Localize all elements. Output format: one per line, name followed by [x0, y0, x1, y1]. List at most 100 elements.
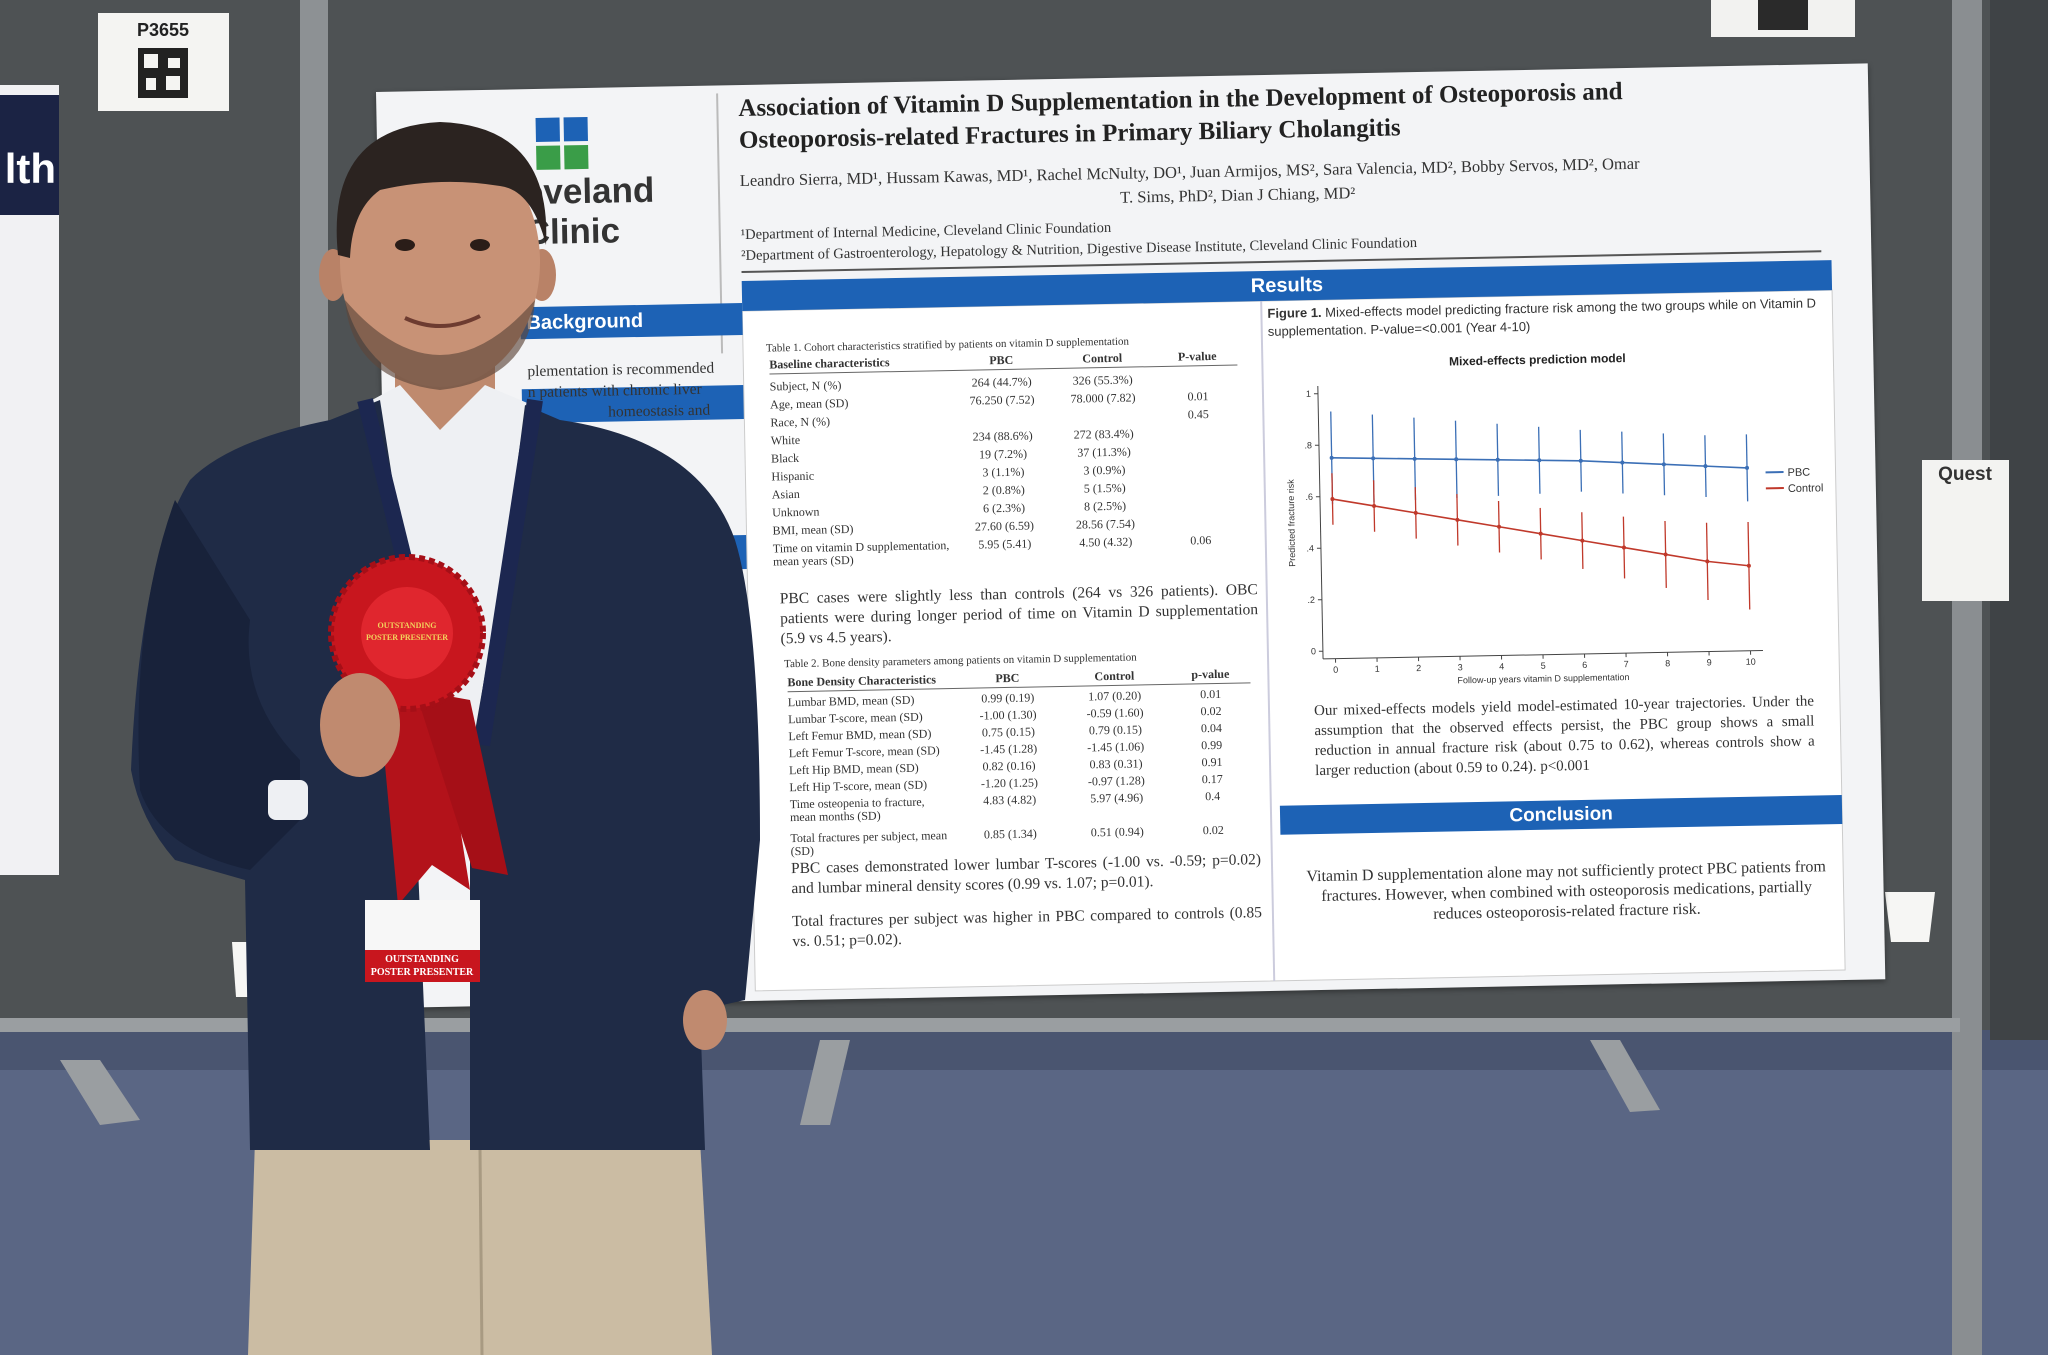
table-cell: 3 (1.1%) [982, 464, 1025, 480]
axis-line [1317, 385, 1324, 659]
table-header: p-value [1191, 666, 1230, 682]
x-tick-label: 7 [1624, 659, 1629, 669]
table-cell: 27.60 (6.59) [974, 518, 1035, 534]
x-tick-label: 6 [1582, 660, 1587, 670]
frame-post [300, 0, 328, 1060]
table-cell: 37 (11.3%) [1077, 444, 1131, 460]
table-cell: 0.01 [1187, 389, 1209, 404]
qr-code [138, 48, 188, 98]
left-poster-text: lth [5, 145, 56, 192]
logo-square [563, 116, 588, 142]
point [1372, 503, 1377, 508]
booth-number: P3655 [137, 20, 189, 40]
logo-square [536, 145, 561, 170]
left-poster [0, 85, 59, 875]
table-cell: 0.17 [1201, 771, 1223, 787]
table-cell: 0.82 (0.16) [982, 758, 1036, 774]
x-axis-label: Follow-up years vitamin D supplementatio… [1457, 672, 1629, 685]
table-cell: 6 (2.3%) [982, 500, 1026, 516]
point [1538, 531, 1543, 536]
frame-foot [60, 1060, 140, 1125]
table-cell: -1.45 (1.06) [1087, 739, 1145, 755]
point [1621, 545, 1626, 550]
table-cell: 19 (7.2%) [978, 446, 1028, 462]
frame-foot [1590, 1040, 1660, 1112]
point [1580, 538, 1585, 543]
background-text: plementation is recommended n patients w… [527, 358, 715, 425]
chart-title: Mixed-effects prediction model [1449, 351, 1626, 368]
table-cell: -0.59 (1.60) [1086, 705, 1144, 721]
y-tick-label: 1 [1306, 389, 1311, 399]
x-tick-label: 1 [1375, 664, 1380, 674]
x-tick-label: 3 [1458, 662, 1463, 672]
table-cell: 0.04 [1200, 720, 1222, 736]
paragraph: PBC cases were slightly less than contro… [779, 581, 1259, 648]
point [1661, 462, 1666, 467]
point [1454, 457, 1459, 462]
logo-line: eveland [523, 170, 655, 213]
point [1663, 552, 1668, 557]
table-label: Time on vitamin D supplementation, mean … [772, 538, 950, 569]
logo-square [535, 117, 560, 142]
table-header: Baseline characteristics [769, 355, 890, 372]
table-header: PBC [989, 352, 1014, 368]
table-cell: 2 (0.8%) [982, 482, 1025, 498]
x-tick-label: 5 [1541, 661, 1546, 671]
table-cell: 5.95 (5.41) [978, 536, 1032, 552]
point [1497, 524, 1502, 529]
y-tick-label: .4 [1306, 543, 1314, 553]
table-cell: 0.83 (0.31) [1089, 756, 1143, 772]
carpet [0, 1030, 2048, 1355]
table-cell: 264 (44.7%) [971, 374, 1032, 390]
figure-label: Figure 1. [1267, 304, 1322, 321]
y-axis-label: Predicted fracture risk [1286, 479, 1298, 567]
table-cell: 272 (83.4%) [1073, 426, 1134, 442]
legend-label: PBC [1787, 467, 1810, 479]
frame-foot [800, 1040, 850, 1125]
qr-cell [146, 78, 156, 90]
point [1705, 559, 1710, 564]
table-cell: 0.99 (0.19) [981, 690, 1035, 706]
table-cell: 326 (55.3%) [1072, 372, 1133, 388]
logo-line: Clinic [524, 211, 621, 253]
table-cell: 0.75 (0.15) [981, 724, 1036, 740]
table-header: P-value [1177, 348, 1217, 364]
figure-text: Our mixed-effects models yield model-est… [1313, 693, 1815, 780]
point [1455, 517, 1460, 522]
table-cell: 1.07 (0.20) [1088, 688, 1142, 704]
x-tick-label: 0 [1333, 665, 1338, 675]
table-cell: 0.99 [1201, 737, 1223, 753]
text-line: homeostasis and [608, 401, 711, 421]
logo-text: eveland Clinic [524, 171, 656, 253]
side-sign-text: Quest [1938, 464, 1993, 485]
table-cell: 0.85 (1.34) [983, 826, 1037, 842]
table-cell: 28.56 (7.54) [1075, 516, 1136, 532]
table-cell: 0.4 [1205, 788, 1221, 804]
point [1412, 456, 1417, 461]
table-label: Total fractures per subject, mean (SD) [790, 828, 948, 859]
table-cell: 234 (88.6%) [972, 428, 1033, 444]
table-cell: 0.79 (0.15) [1088, 722, 1143, 738]
cup [232, 942, 262, 997]
point [1746, 563, 1751, 568]
x-tick-label: 2 [1416, 663, 1421, 673]
y-tick-label: .6 [1305, 492, 1313, 502]
y-tick-label: .2 [1307, 595, 1315, 605]
left-poster-header [0, 95, 59, 215]
table-cell: 0.02 [1200, 703, 1222, 719]
frame-post [1952, 0, 1982, 1355]
table-cell: 0.01 [1200, 686, 1222, 702]
point [1578, 458, 1583, 463]
y-tick-label: 0 [1311, 646, 1316, 656]
frame-rail [0, 1018, 1960, 1032]
table-label: Time osteopenia to fracture, mean months… [789, 794, 925, 825]
point [1371, 456, 1376, 461]
table-cell: 0.91 [1201, 754, 1223, 770]
point [1703, 464, 1708, 469]
table-header: Control [1082, 350, 1123, 366]
y-tick-label: .8 [1304, 440, 1312, 450]
qr-cell [144, 54, 158, 68]
table-header: Control [1094, 668, 1135, 684]
conclusion-text: Vitamin D supplementation alone may not … [1306, 858, 1827, 923]
